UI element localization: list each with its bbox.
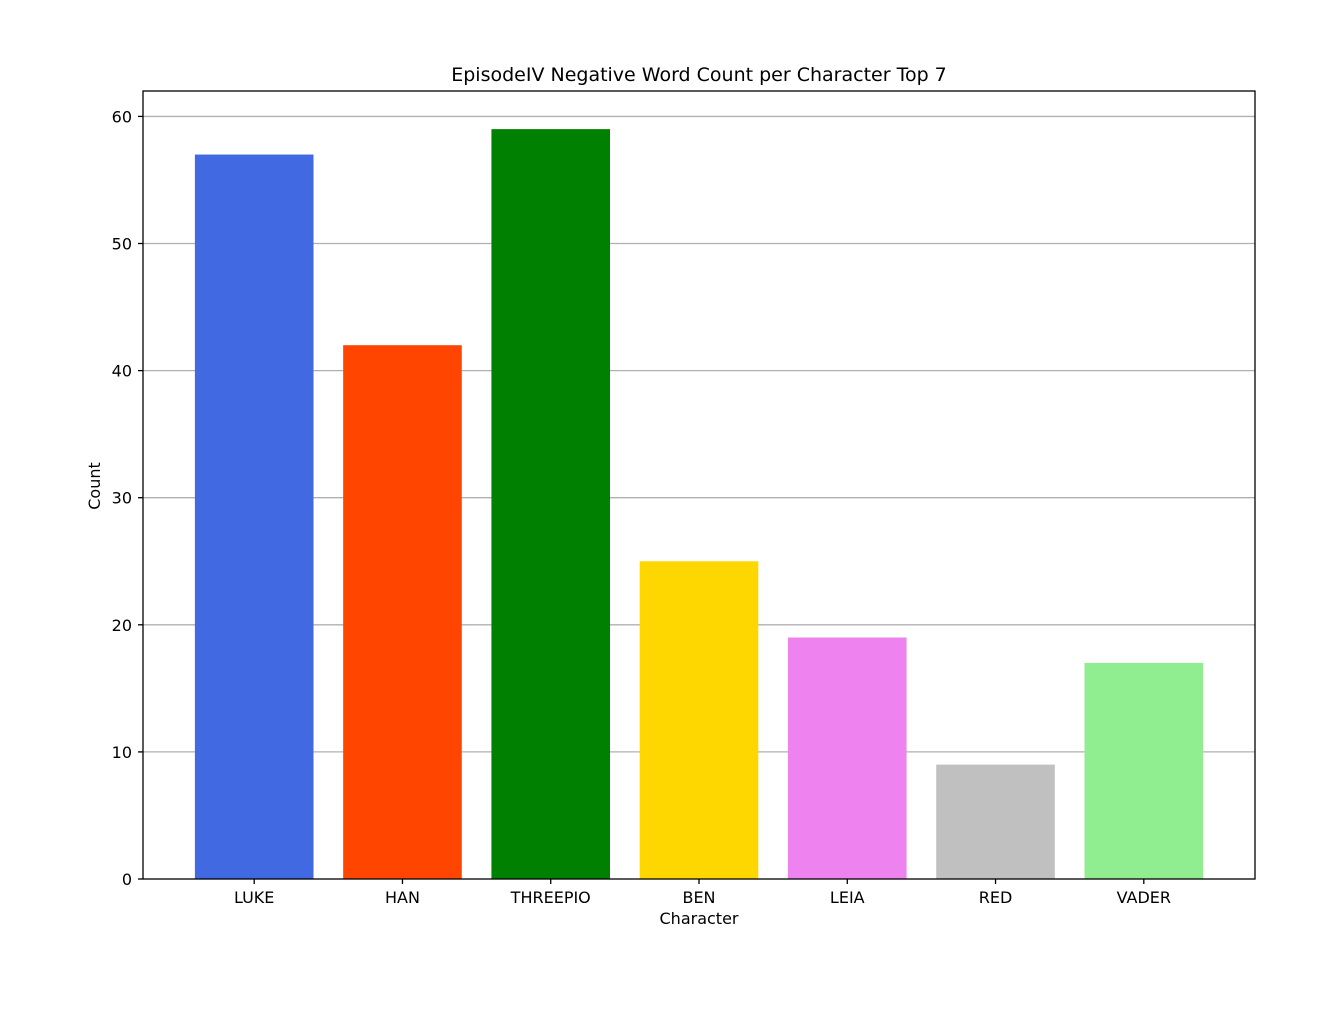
chart-title: EpisodeIV Negative Word Count per Charac…	[451, 64, 947, 86]
bar-luke	[194, 154, 314, 879]
x-tick-label: VADER	[1117, 888, 1171, 907]
bars	[194, 129, 1204, 879]
x-tick-label: BEN	[682, 888, 715, 907]
y-tick-label: 50	[112, 235, 132, 254]
y-tick-label: 0	[122, 870, 132, 889]
bar-red	[936, 764, 1055, 879]
x-tick-label: LUKE	[234, 888, 274, 907]
x-tick-label: THREEPIO	[510, 888, 591, 907]
y-tick-label: 10	[112, 743, 132, 762]
y-tick-label: 60	[112, 107, 132, 126]
y-axis-label: Count	[85, 462, 104, 510]
y-tick-label: 30	[112, 489, 132, 508]
x-tick-label: HAN	[385, 888, 420, 907]
x-axis-ticks: LUKE HAN THREEPIO BEN LEIA RED VADER	[234, 879, 1171, 907]
bar-ben	[639, 561, 759, 879]
bar-vader	[1084, 662, 1204, 879]
y-tick-label: 40	[112, 362, 132, 381]
y-tick-label: 20	[112, 616, 132, 635]
bar-han	[343, 345, 462, 879]
y-axis-ticks: 0 10 20 30 40 50 60	[112, 107, 143, 889]
x-axis-label: Character	[660, 909, 739, 928]
x-tick-label: RED	[979, 888, 1013, 907]
x-tick-label: LEIA	[830, 888, 865, 907]
bar-threepio	[491, 129, 611, 879]
bar-leia	[787, 637, 907, 879]
